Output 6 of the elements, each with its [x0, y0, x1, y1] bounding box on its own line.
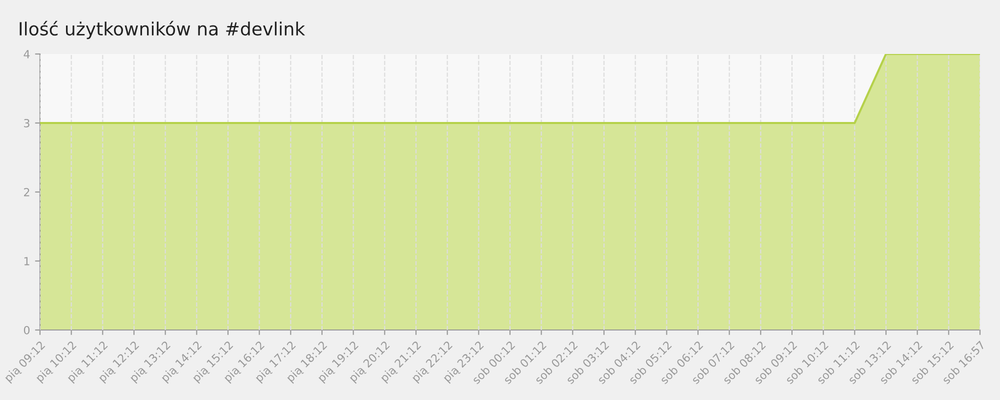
y-tick-label: 4	[24, 50, 30, 58]
y-tick-label: 2	[24, 188, 30, 196]
y-tick-label: 1	[24, 257, 30, 266]
chart-title: Ilość użytkowników na #devlink	[20, 20, 306, 40]
y-tick-label: 3	[24, 118, 30, 128]
y-tick-label: 0	[24, 326, 30, 334]
